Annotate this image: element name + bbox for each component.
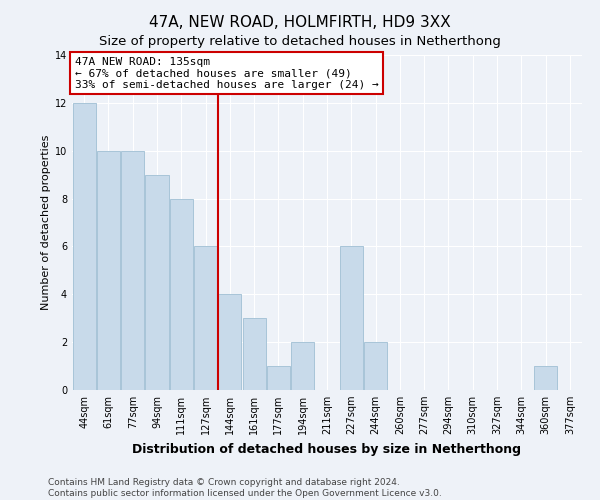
X-axis label: Distribution of detached houses by size in Netherthong: Distribution of detached houses by size …: [133, 442, 521, 456]
Bar: [194, 246, 217, 390]
Text: 47A NEW ROAD: 135sqm
← 67% of detached houses are smaller (49)
33% of semi-detac: 47A NEW ROAD: 135sqm ← 67% of detached h…: [74, 56, 379, 90]
Bar: [291, 342, 314, 390]
Text: 47A, NEW ROAD, HOLMFIRTH, HD9 3XX: 47A, NEW ROAD, HOLMFIRTH, HD9 3XX: [149, 15, 451, 30]
Bar: [364, 342, 387, 390]
Bar: [218, 294, 241, 390]
Bar: [242, 318, 266, 390]
Y-axis label: Number of detached properties: Number of detached properties: [41, 135, 50, 310]
Text: Contains HM Land Registry data © Crown copyright and database right 2024.
Contai: Contains HM Land Registry data © Crown c…: [48, 478, 442, 498]
Bar: [534, 366, 557, 390]
Bar: [170, 198, 193, 390]
Bar: [145, 174, 169, 390]
Bar: [267, 366, 290, 390]
Bar: [97, 150, 120, 390]
Bar: [121, 150, 144, 390]
Text: Size of property relative to detached houses in Netherthong: Size of property relative to detached ho…: [99, 35, 501, 48]
Bar: [340, 246, 363, 390]
Bar: [73, 103, 95, 390]
